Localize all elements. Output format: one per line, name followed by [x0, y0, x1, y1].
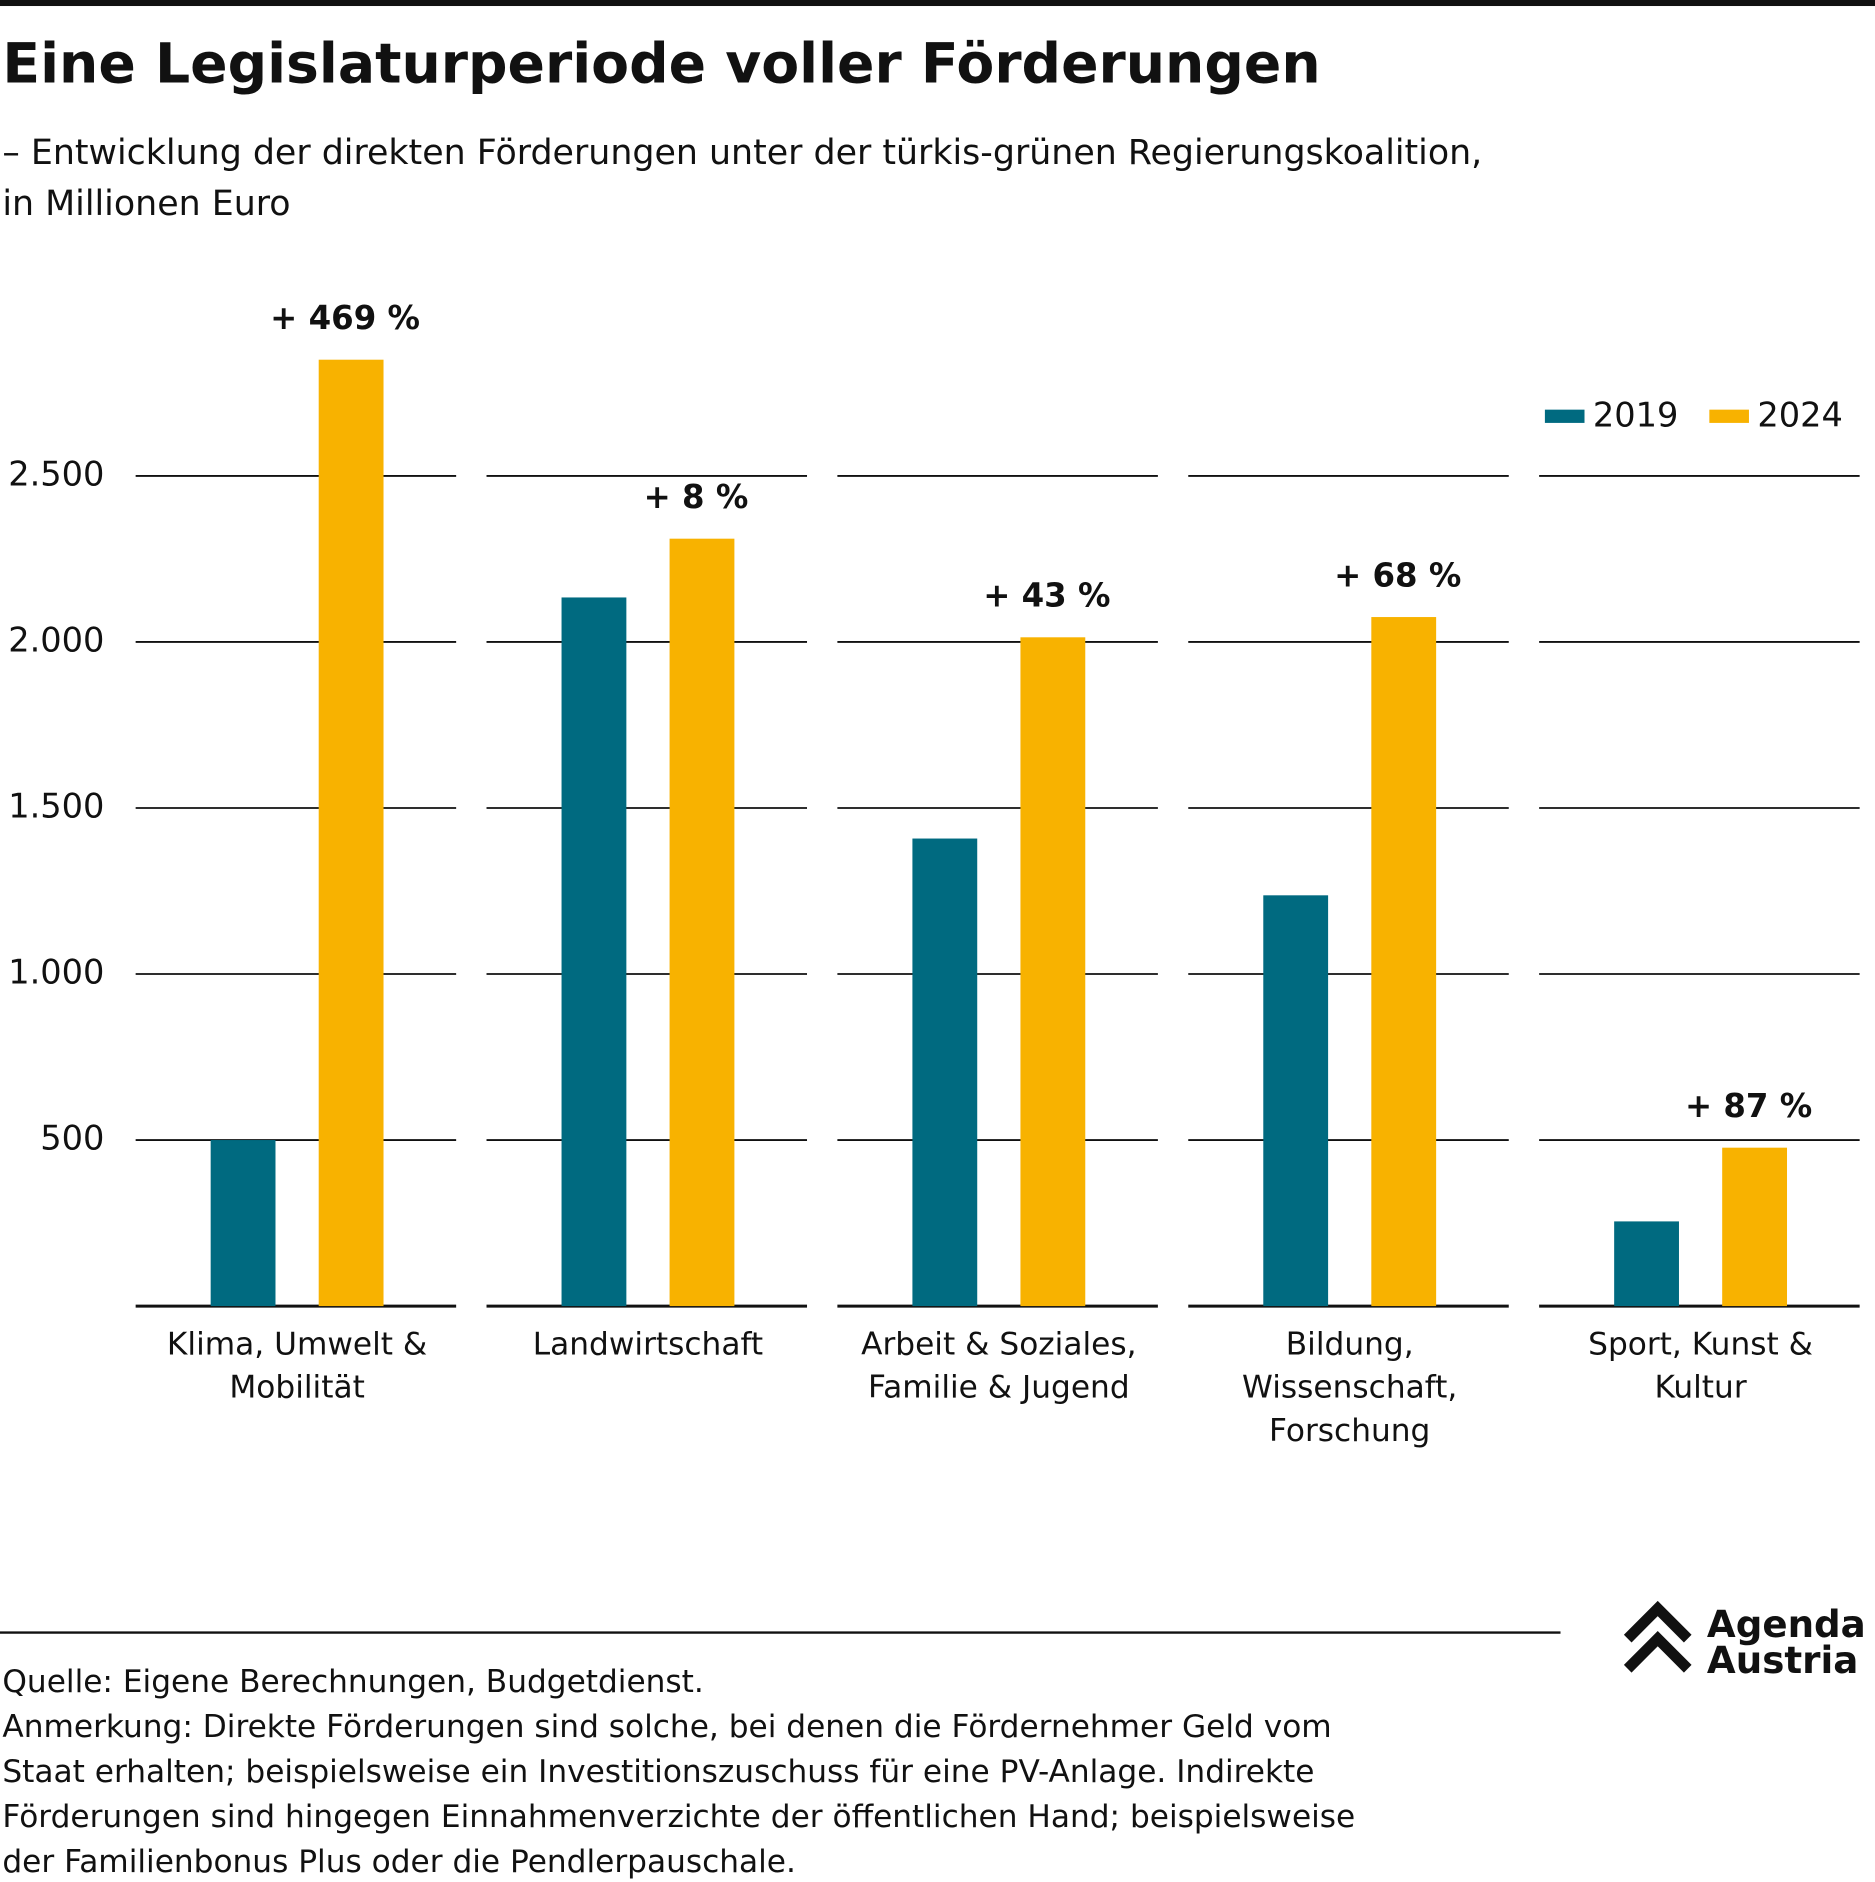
y-tick-label: 2.000 [8, 620, 104, 659]
y-tick-label: 1.000 [8, 952, 104, 991]
bar [561, 597, 627, 1307]
bar [1722, 1147, 1788, 1307]
logo-text: Agenda [1707, 1602, 1866, 1646]
legend-label: 2024 [1757, 395, 1842, 434]
bar [912, 838, 978, 1307]
logo-mark [1623, 1600, 1692, 1673]
change-label: + 8 % [644, 478, 749, 516]
change-label: + 469 % [270, 299, 420, 337]
bar [1614, 1221, 1679, 1307]
legend-swatch [1709, 409, 1749, 423]
top-bar [0, 0, 1875, 7]
legend-swatch [1544, 409, 1585, 423]
note: Anmerkung: Direkte Förderungen sind solc… [2, 1709, 1331, 1745]
note: Staat erhalten; beispielsweise ein Inves… [2, 1754, 1314, 1790]
y-tick-label: 2.500 [8, 454, 104, 493]
x-tick-label: Klima, Umwelt & Mobilität [166, 1326, 428, 1407]
x-label-box: Sport, Kunst & Kultur [1588, 1326, 1813, 1407]
x-tick-label: Bildung, Wissenschaft, Forschung [1242, 1326, 1458, 1450]
y-tick-label: 500 [40, 1119, 104, 1158]
note: Förderungen sind hingegen Einnahmenverzi… [2, 1799, 1355, 1835]
bar [1371, 617, 1437, 1307]
change-label: + 43 % [983, 577, 1110, 615]
x-tick-label: Arbeit & Soziales, Familie & Jugend [861, 1326, 1137, 1407]
x-label-box: Bildung, Wissenschaft, Forschung [1242, 1326, 1458, 1450]
chart-title: Eine Legislaturperiode voller Förderunge… [2, 33, 1320, 97]
x-label-box: Landwirtschaft [532, 1326, 764, 1363]
bar [1263, 895, 1329, 1307]
logo-text: Austria [1707, 1638, 1858, 1682]
note: Quelle: Eigene Berechnungen, Budgetdiens… [2, 1664, 703, 1700]
x-label-box: Arbeit & Soziales, Familie & Jugend [861, 1326, 1137, 1407]
bar [210, 1140, 276, 1307]
note: der Familienbonus Plus oder die Pendlerp… [2, 1844, 796, 1880]
x-tick-label: Landwirtschaft [532, 1326, 764, 1363]
subtitle: in Millionen Euro [2, 184, 290, 224]
bar [318, 359, 384, 1307]
subtitle: – Entwicklung der direkten Förderungen u… [2, 133, 1482, 173]
legend-label: 2019 [1593, 395, 1678, 434]
bar [669, 538, 735, 1307]
x-label-box: Klima, Umwelt & Mobilität [166, 1326, 428, 1407]
bar [1020, 637, 1086, 1307]
change-label: + 87 % [1685, 1087, 1812, 1125]
x-tick-label: Sport, Kunst & Kultur [1588, 1326, 1813, 1407]
y-tick-label: 1.500 [8, 786, 104, 825]
change-label: + 68 % [1334, 556, 1461, 594]
